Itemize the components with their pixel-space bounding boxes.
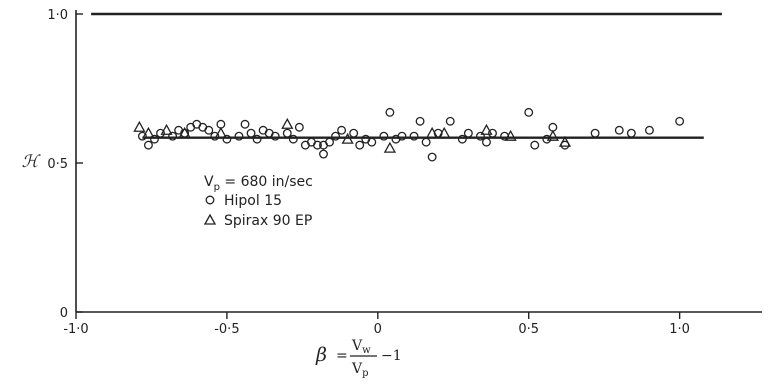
hipol-point-39 [397,131,407,141]
hipol-point-30 [331,131,341,141]
hipol-point-43 [427,152,437,162]
y-tick-label-0: 0 [60,306,68,321]
hipol-point-31 [337,125,347,135]
hipol-point-60 [645,125,654,135]
hipol-point-33 [355,140,365,150]
y-axis-label: ℋ [22,152,42,172]
y-tick-label-1: 0·5 [47,157,68,172]
hipol-point-50 [488,128,497,138]
x-label-beta: β [315,344,327,366]
hipol-point-0 [137,131,147,141]
x-label-suffix: −1 [381,348,402,364]
hipol-point-45 [445,116,455,126]
hipol-point-15 [240,119,250,129]
hipol-point-42 [421,137,431,147]
axis-labels: ℋβ =Vw Vp −1 [22,152,402,379]
x-tick-label-1: -0·5 [214,322,239,337]
x-tick-label-3: 0·5 [518,322,539,337]
spirax-point-1 [142,126,155,138]
hipol-point-17 [252,134,262,144]
hipol-point-59 [626,128,636,138]
data-points [133,107,685,162]
spirax-point-10 [480,123,493,135]
spirax-point-7 [383,141,396,153]
spirax-point-2 [160,123,173,135]
spirax-point-6 [341,132,354,144]
hipol-point-57 [590,128,600,138]
hipol-point-22 [288,134,298,144]
hipol-point-37 [385,107,395,117]
hipol-point-53 [530,140,540,150]
hipol-point-54 [542,134,552,144]
hipol-point-14 [234,131,244,141]
hipol-point-1 [143,140,153,150]
hipol-point-11 [210,131,220,141]
legend-label-1: Spirax 90 EP [224,213,312,229]
hipol-point-13 [222,134,232,144]
spirax-point-11 [504,129,517,141]
x-label-denominator: Vp [351,361,369,379]
hipol-point-3 [156,128,165,138]
reference-lines [91,12,722,139]
hipol-point-61 [675,116,685,126]
hipol-point-28 [319,149,328,159]
y-tick-label-2: 1·0 [47,8,68,23]
hipol-point-10 [204,125,214,135]
legend-marker-triangle [203,213,217,225]
hipol-point-40 [409,131,419,141]
hipol-point-48 [475,131,485,141]
spirax-point-13 [558,135,572,147]
x-tick-label-2: 0 [374,322,382,337]
spirax-point-12 [546,129,559,141]
spirax-point-5 [281,117,294,129]
hipol-point-4 [168,131,178,141]
hipol-point-29 [325,137,334,147]
hipol-point-26 [313,140,322,150]
x-label-equals: = [336,348,348,364]
hipol-point-16 [246,128,256,138]
legend-label-0: Hipol 15 [224,193,282,209]
hipol-point-20 [270,131,280,141]
hipol-point-32 [349,128,359,138]
x-tick-label-4: 1·0 [669,322,690,337]
hipol-point-35 [367,137,377,147]
hipol-point-41 [415,116,425,126]
spirax-point-4 [214,126,227,138]
legend-condition: Vp = 680 in/sec [204,174,313,193]
x-label-numerator: Vw [351,338,371,356]
spirax-point-9 [438,126,451,138]
hipol-point-21 [282,128,292,138]
hipol-point-36 [379,131,389,141]
axes: -1·0 -0·5 0 0·5 1·0 0 0·5 1·0 [47,8,762,337]
spirax-point-3 [178,126,191,138]
spirax-point-0 [133,120,146,132]
hipol-point-52 [524,107,534,117]
legend-marker-circle [205,195,215,205]
hipol-point-46 [457,134,467,144]
hipol-point-23 [294,122,304,132]
hipol-point-2 [150,134,159,144]
hipol-point-47 [463,128,473,138]
spirax-point-8 [426,126,439,138]
x-tick-label-0: -1·0 [63,322,88,337]
hipol-point-58 [614,125,624,135]
hipol-point-49 [482,137,491,147]
